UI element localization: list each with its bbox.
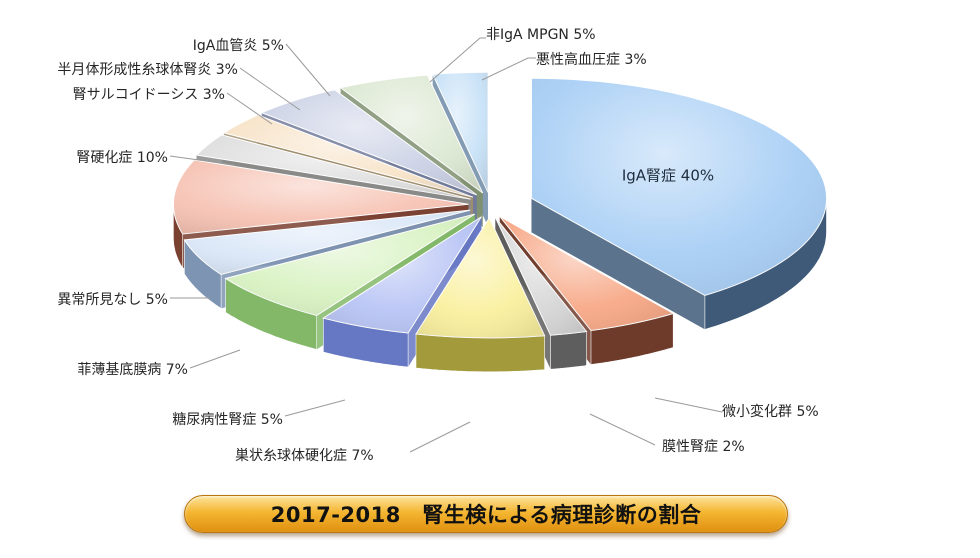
- slice-label: 膜性腎症 2%: [662, 439, 745, 455]
- leader-line: [429, 37, 486, 83]
- slice-label: 半月体形成性糸球体腎炎 3%: [57, 62, 238, 78]
- pie-slice-gloss: [184, 210, 471, 275]
- leader-line: [409, 421, 471, 453]
- pie-slice-gloss: [432, 72, 488, 193]
- slice-label: 巣状糸球体硬化症 7%: [235, 448, 374, 464]
- leader-line: [284, 399, 346, 417]
- pie-slice-gloss: [196, 134, 471, 200]
- leader-line: [169, 155, 236, 166]
- pie-slice-gloss: [416, 217, 545, 338]
- leader-line: [481, 57, 536, 81]
- chart-title-banner: 2017-2018 腎生検による病理診断の割合: [184, 495, 788, 533]
- leader-line: [589, 413, 656, 446]
- slice-label: 悪性高血圧症 3%: [536, 51, 647, 68]
- pie-slice-wall: [531, 198, 705, 330]
- slice-label: 異常所見なし 5%: [57, 292, 168, 308]
- pie-slice-side: [415, 333, 545, 373]
- slice-label: 腎硬化症 10%: [76, 150, 168, 166]
- pie-chart: IgA腎症 40% 微小変化群 5% 膜性腎症 2% 巣状糸球体硬化症 7% 糖尿病性腎…: [57, 27, 827, 464]
- pie-slice-4: [415, 216, 546, 373]
- pie-slice-gloss: [323, 216, 482, 333]
- pie-slice-gloss: [495, 217, 587, 336]
- slice-label: 腎サルコイドーシス 3%: [73, 87, 225, 103]
- leader-line: [226, 92, 273, 125]
- slice-label: IgA血管炎 5%: [193, 38, 284, 54]
- leader-line: [189, 349, 241, 369]
- slice-label: 糖尿病性腎症 5%: [172, 412, 283, 428]
- chart-title: 2017-2018 腎生検による病理診断の割合: [270, 503, 702, 527]
- leader-line: [239, 67, 301, 111]
- slice-label: 非IgA MPGN 5%: [486, 27, 596, 43]
- slice-label: 微小変化群 5%: [722, 403, 819, 420]
- slice-label: 菲薄基底膜病 7%: [77, 361, 188, 378]
- slice-label: IgA腎症 40%: [622, 167, 714, 185]
- leader-line: [285, 43, 331, 97]
- pie-slice-1: [530, 77, 827, 330]
- pie-slice-gloss: [531, 78, 827, 296]
- pie-slice-gloss: [173, 160, 469, 234]
- pie-slice-gloss: [261, 89, 477, 195]
- pie-slice-gloss: [223, 115, 473, 198]
- pie-slice-gloss: [225, 214, 475, 316]
- leader-line: [654, 397, 723, 413]
- pie-slice-side: [550, 331, 587, 370]
- pie-slice-gloss: [499, 216, 674, 331]
- pie-slice-gloss: [340, 75, 483, 193]
